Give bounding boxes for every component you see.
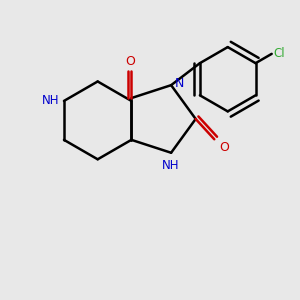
Text: O: O: [125, 55, 135, 68]
Text: NH: NH: [162, 159, 180, 172]
Text: Cl: Cl: [273, 47, 285, 60]
Text: NH: NH: [41, 94, 59, 107]
Text: N: N: [175, 77, 184, 90]
Text: O: O: [219, 141, 229, 154]
